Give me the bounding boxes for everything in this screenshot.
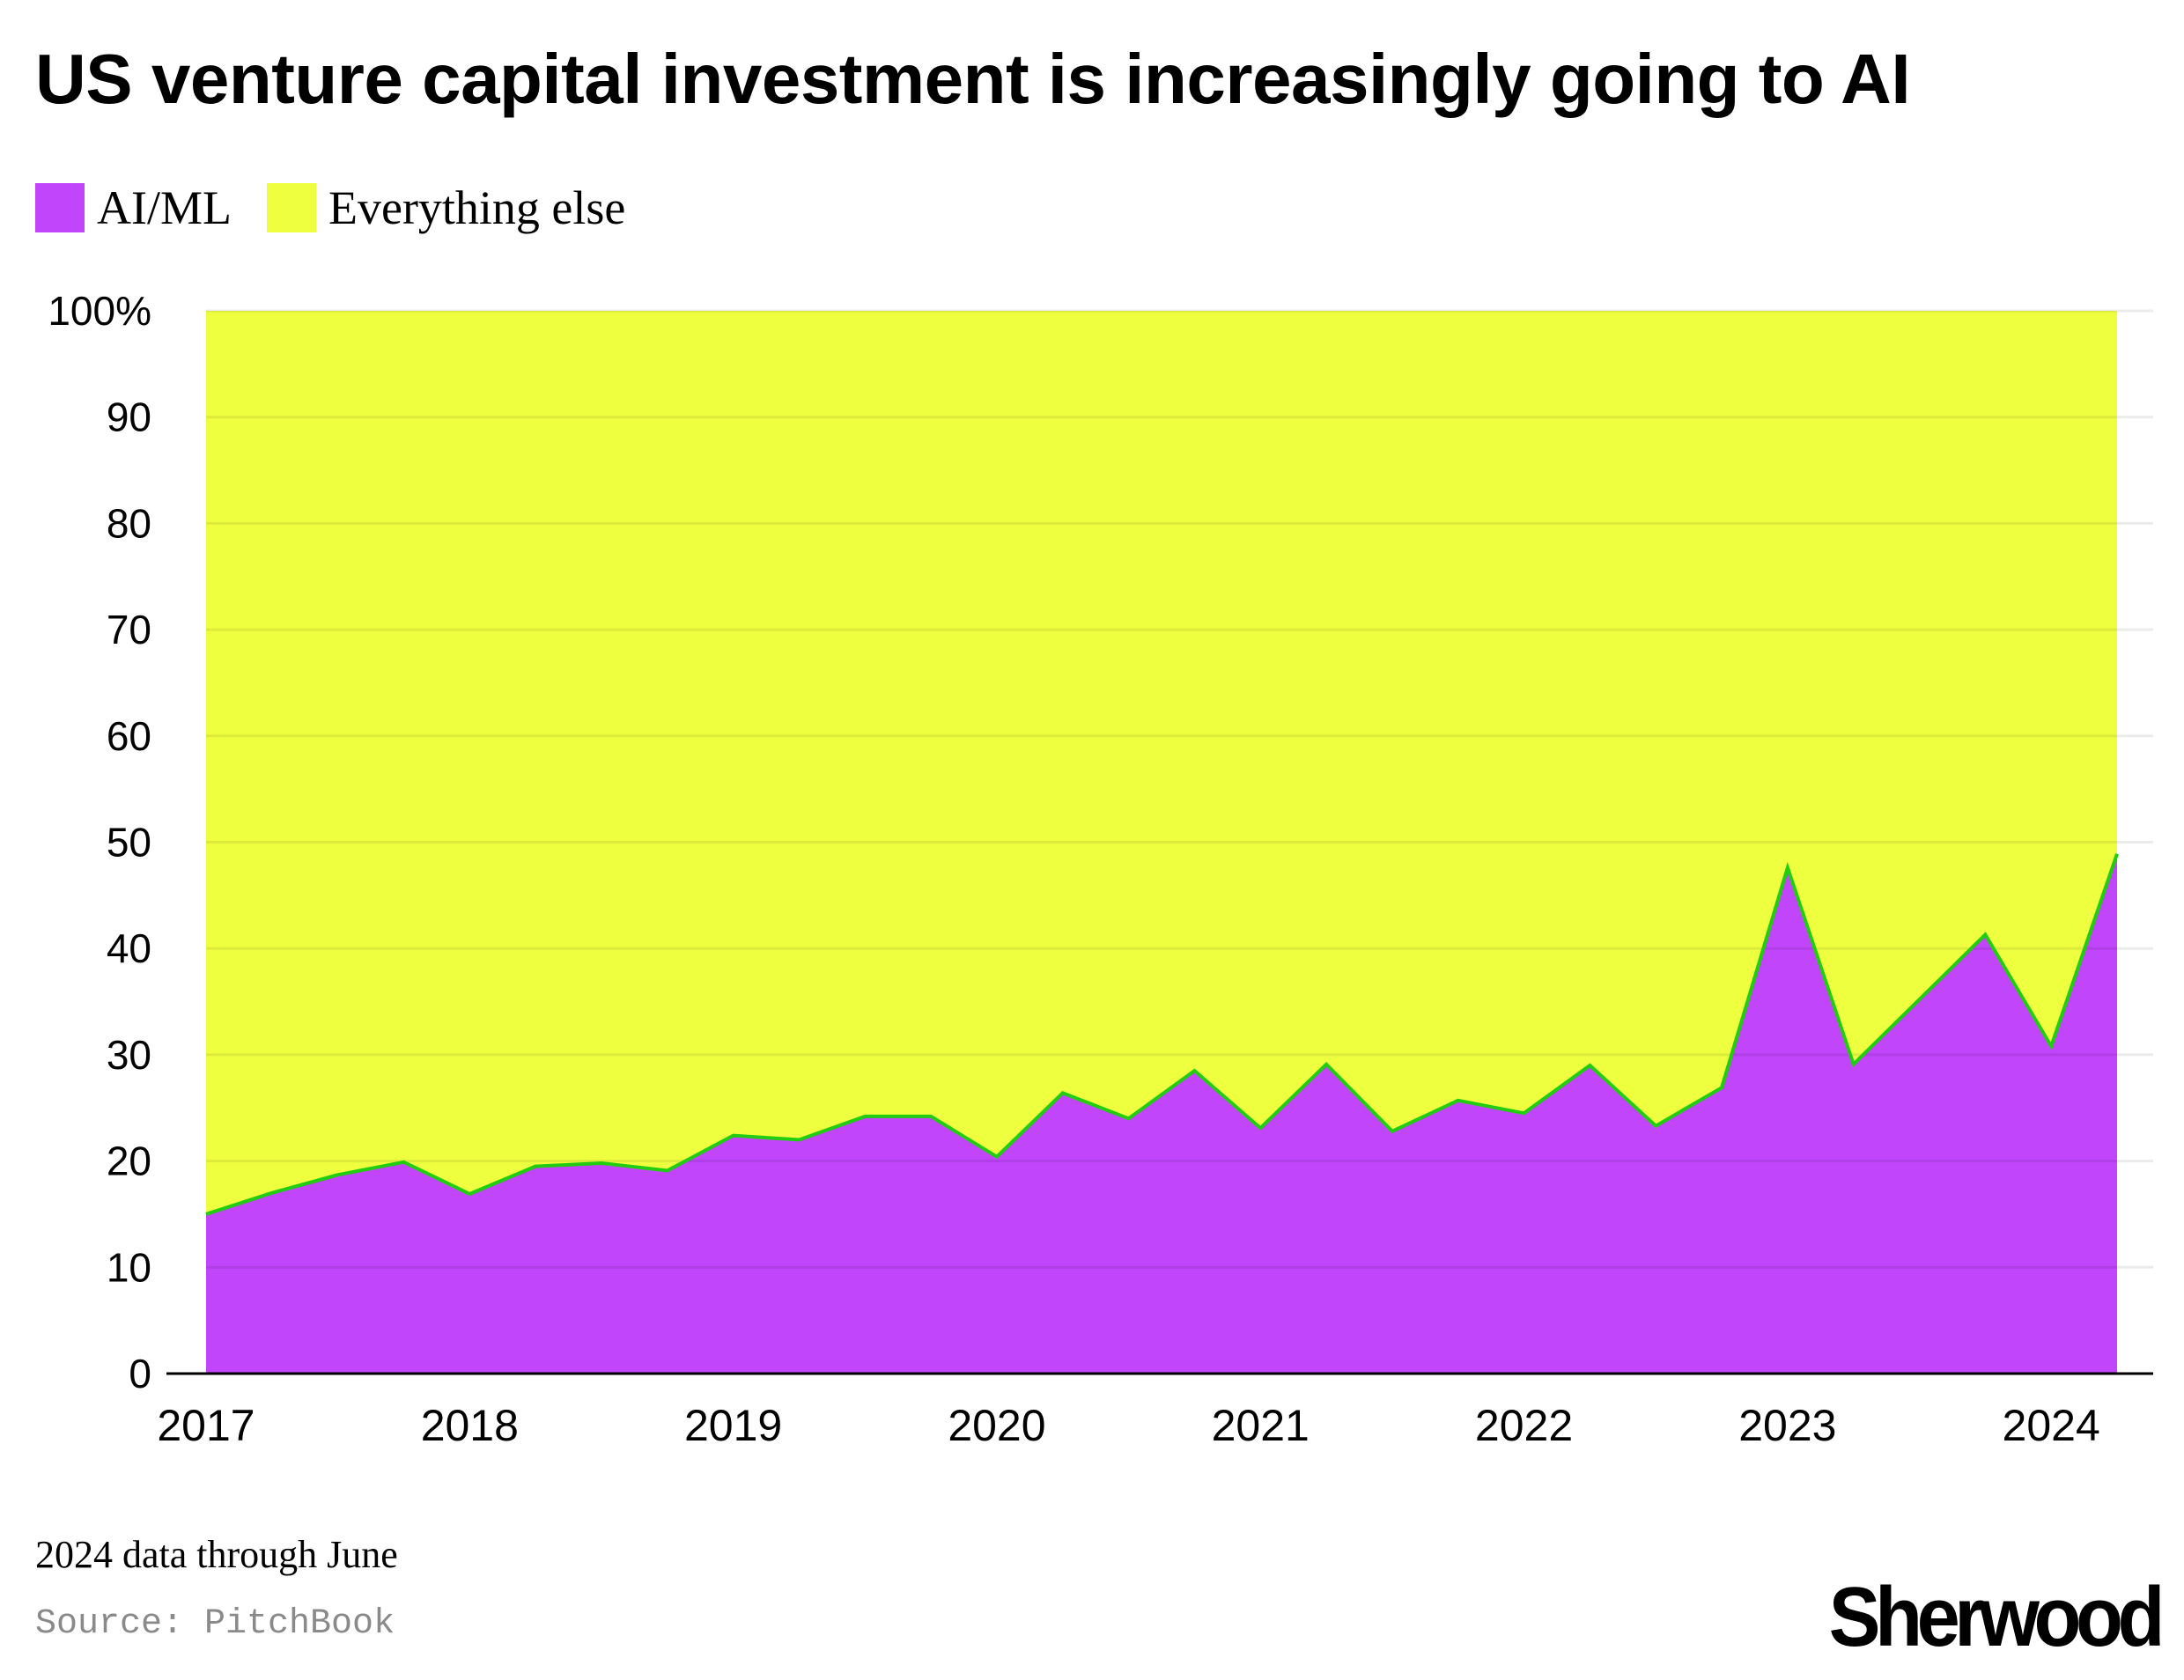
x-tick-label: 2020 (948, 1401, 1045, 1450)
y-tick-label: 20 (107, 1138, 151, 1184)
legend-label-ai-ml: AI/ML (97, 181, 232, 234)
y-tick-label: 10 (107, 1244, 151, 1290)
y-tick-label: 70 (107, 607, 151, 652)
y-tick-label: 100% (48, 288, 151, 334)
legend: AI/ML Everything else (35, 181, 660, 235)
x-tick-label: 2022 (1475, 1401, 1573, 1450)
x-tick-label: 2018 (421, 1401, 519, 1450)
footnote: 2024 data through June (35, 1533, 398, 1576)
legend-item-ai-ml: AI/ML (35, 181, 232, 235)
y-tick-label: 40 (107, 925, 151, 971)
legend-item-everything-else: Everything else (266, 181, 626, 235)
x-tick-label: 2017 (157, 1401, 255, 1450)
legend-swatch-ai-ml (35, 183, 85, 232)
chart-title: US venture capital investment is increas… (35, 40, 1911, 118)
y-tick-label: 90 (107, 394, 151, 440)
y-tick-label: 50 (107, 820, 151, 866)
area-ai-ml (206, 853, 2117, 1374)
source-text: Source: PitchBook (35, 1604, 395, 1644)
y-tick-label: 60 (107, 713, 151, 759)
legend-swatch-everything-else (266, 183, 316, 232)
x-tick-label: 2024 (2003, 1401, 2100, 1450)
y-tick-label: 30 (107, 1032, 151, 1078)
area-chart: 0 10 20 30 40 50 60 70 80 90 100% 2017 2018 2019 2020 2… (48, 288, 2153, 1450)
x-tick-label: 2023 (1738, 1401, 1836, 1450)
legend-label-everything-else: Everything else (328, 181, 626, 234)
sherwood-logo: Sherwood (1828, 1570, 2166, 1664)
x-tick-label: 2019 (684, 1401, 782, 1450)
x-tick-label: 2021 (1212, 1401, 1310, 1450)
y-tick-label: 0 (129, 1351, 151, 1396)
series-line-ai-ml (205, 853, 2119, 1216)
y-tick-label: 80 (107, 500, 151, 546)
